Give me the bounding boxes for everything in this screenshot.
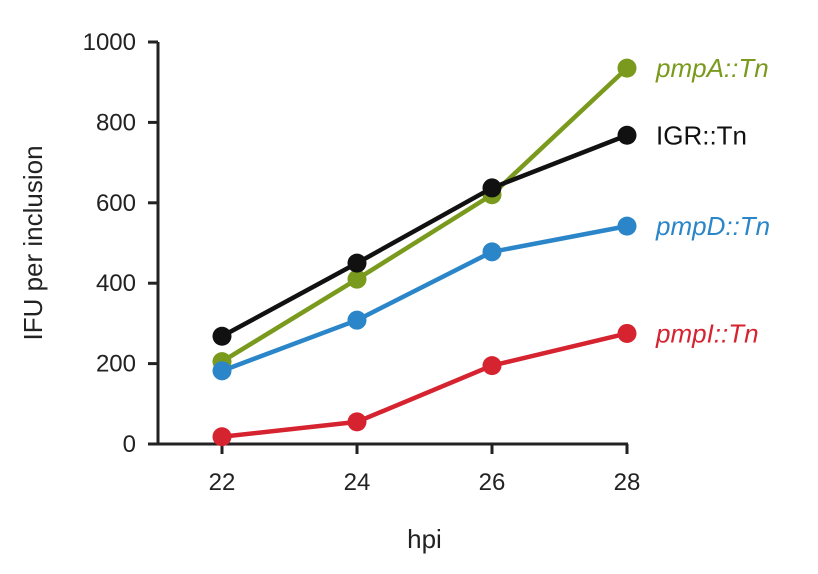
data-point <box>212 326 232 346</box>
series-1 <box>212 125 637 346</box>
series-2 <box>212 216 637 381</box>
y-tick-label: 0 <box>123 431 136 458</box>
series-3 <box>212 323 637 447</box>
data-point <box>212 427 232 447</box>
series-0 <box>212 58 637 372</box>
series-group <box>212 58 637 447</box>
series-label: IGR::Tn <box>656 120 747 150</box>
series-label: pmpA::Tn <box>655 53 769 83</box>
y-tick-label: 800 <box>96 109 136 136</box>
data-point <box>617 216 637 236</box>
axes <box>148 42 628 446</box>
x-axis-title: hpi <box>407 524 442 554</box>
y-tick-label: 1000 <box>83 29 136 56</box>
y-axis-title: IFU per inclusion <box>18 145 48 340</box>
series-line <box>219 133 630 339</box>
data-point <box>347 269 367 289</box>
series-line <box>219 331 630 440</box>
y-tick-label: 400 <box>96 270 136 297</box>
data-point <box>617 58 637 78</box>
series-line <box>219 65 630 364</box>
series-line <box>219 223 630 374</box>
data-point <box>482 242 502 262</box>
data-point <box>347 412 367 432</box>
y-tick-label: 600 <box>96 190 136 217</box>
data-point <box>617 323 637 343</box>
series-label: pmpI::Tn <box>655 318 759 348</box>
data-point <box>212 361 232 381</box>
y-tick-label: 200 <box>96 351 136 378</box>
x-tick-label: 24 <box>344 469 371 496</box>
data-point <box>617 125 637 145</box>
y-ticks: 0 200 400 600 800 1000 <box>83 29 158 458</box>
series-label: pmpD::Tn <box>655 211 770 241</box>
data-point <box>347 310 367 330</box>
x-tick-label: 26 <box>479 469 506 496</box>
x-tick-label: 28 <box>614 469 641 496</box>
data-point <box>347 253 367 273</box>
data-point <box>482 178 502 198</box>
x-ticks: 22 24 26 28 <box>209 444 641 496</box>
data-point <box>482 356 502 376</box>
x-tick-label: 22 <box>209 469 236 496</box>
